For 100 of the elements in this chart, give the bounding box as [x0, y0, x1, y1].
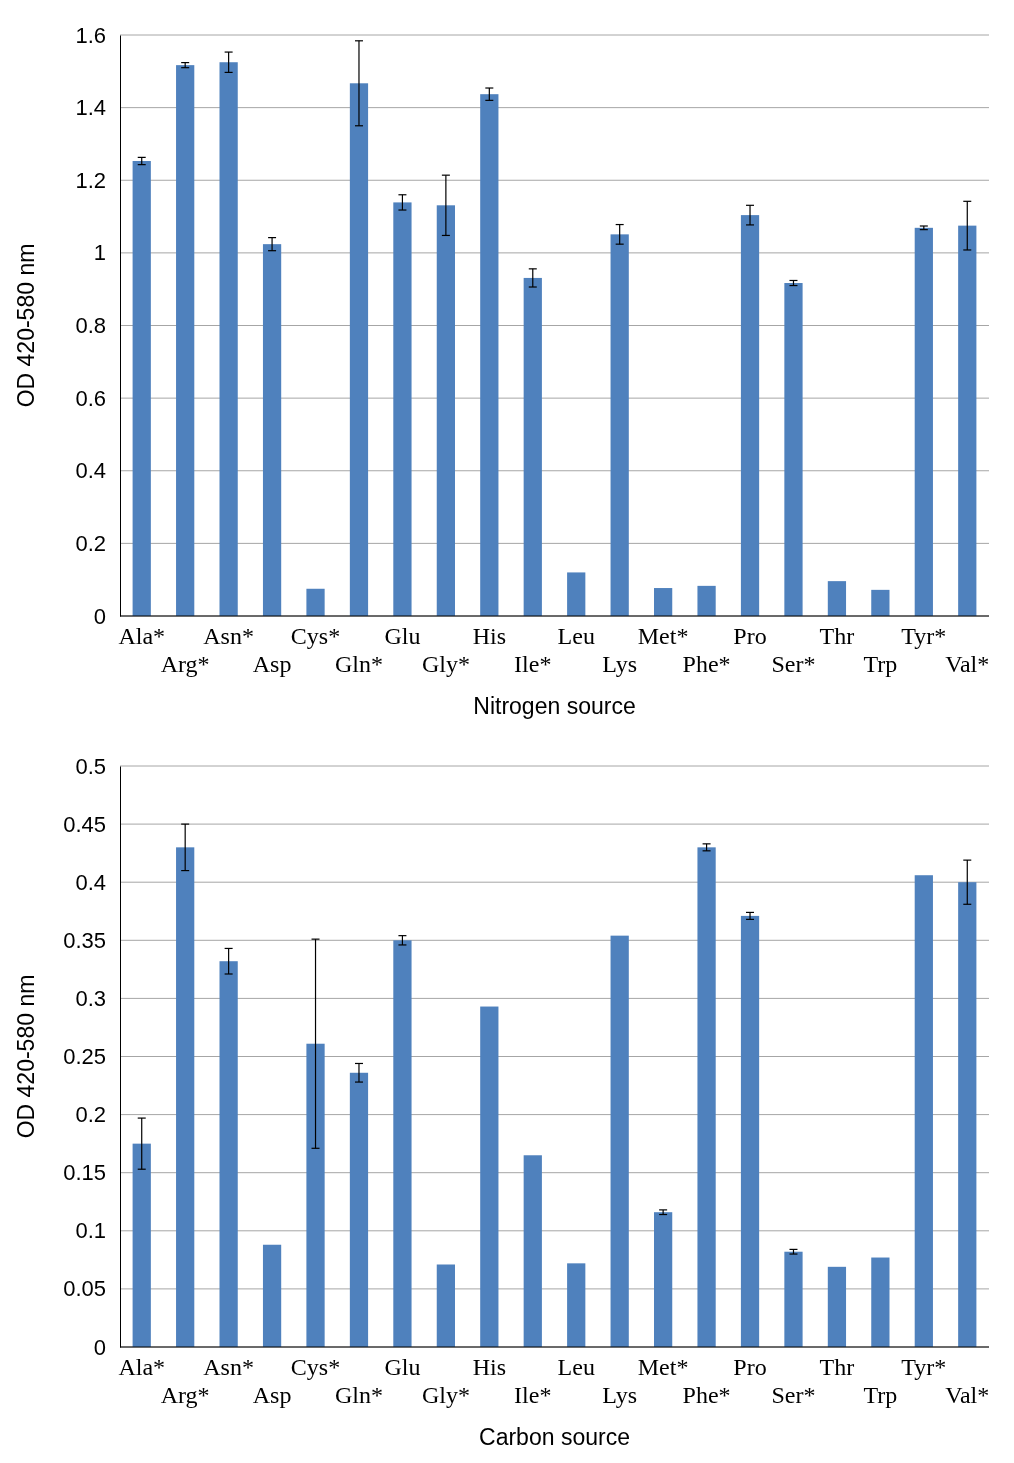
bar: [436, 205, 455, 616]
y-tick-label: 0: [93, 603, 106, 629]
bar: [740, 215, 760, 616]
y-tick-label: 1.6: [75, 22, 106, 48]
x-tick-label: Leu: [557, 623, 595, 649]
x-tick-label: Thr: [819, 623, 855, 649]
x-tick-label: Thr: [819, 1354, 855, 1380]
bar: [176, 847, 195, 1347]
x-tick-label: Cys*: [290, 1354, 341, 1380]
x-tick-label: Glu: [384, 623, 421, 649]
bar: [306, 588, 325, 616]
y-tick-label: 0.6: [75, 385, 106, 411]
x-tick-label: Ile*: [514, 651, 552, 677]
bar: [610, 935, 629, 1347]
bar: [740, 915, 760, 1347]
bar: [654, 588, 673, 616]
y-tick-label: 0.1: [75, 1218, 106, 1244]
x-tick-label: Asn*: [203, 1354, 254, 1380]
x-tick-label: His: [472, 1354, 506, 1380]
bar: [567, 572, 586, 616]
bar: [349, 1072, 369, 1347]
bar: [262, 244, 282, 616]
bar: [349, 83, 369, 616]
x-tick-label: Leu: [557, 1354, 595, 1380]
bar: [610, 234, 629, 616]
x-tick-label: Ile*: [514, 1382, 552, 1408]
y-tick-label: 0.4: [75, 869, 106, 895]
x-tick-label: Gln*: [334, 1382, 383, 1408]
bar: [958, 882, 977, 1347]
x-tick-label: Ser*: [771, 651, 816, 677]
bar: [480, 94, 499, 616]
bar: [393, 202, 412, 616]
x-tick-label: Arg*: [160, 651, 210, 677]
bar: [697, 847, 716, 1347]
x-tick-label: Val*: [945, 651, 990, 677]
y-axis-title: OD 420-580 nm: [13, 243, 39, 408]
x-tick-label: Gly*: [421, 1382, 470, 1408]
x-tick-label: Met*: [637, 623, 689, 649]
y-tick-label: 0: [93, 1334, 106, 1360]
bar: [132, 1143, 151, 1347]
y-tick-label: 1.4: [75, 95, 106, 121]
y-tick-label: 0.8: [75, 313, 106, 339]
y-tick-label: 0.15: [63, 1160, 106, 1186]
x-tick-label: Cys*: [290, 623, 341, 649]
bar: [523, 1155, 542, 1347]
bar: [827, 1266, 847, 1347]
x-tick-label: Phe*: [682, 651, 731, 677]
y-axis-title: OD 420-580 nm: [13, 974, 39, 1139]
bar: [219, 961, 238, 1347]
x-tick-label: His: [472, 623, 506, 649]
x-tick-label: Met*: [637, 1354, 689, 1380]
bar: [914, 875, 933, 1347]
bar: [262, 1244, 282, 1347]
bar: [176, 65, 195, 616]
bar: [784, 1251, 803, 1347]
bar: [784, 283, 803, 616]
x-tick-label: Ala*: [118, 623, 166, 649]
bar: [480, 1006, 499, 1347]
x-axis-title: Carbon source: [479, 1424, 630, 1450]
x-tick-label: Pro: [733, 623, 767, 649]
x-tick-label: Lys: [602, 651, 638, 677]
x-tick-label: Ser*: [771, 1382, 816, 1408]
x-tick-label: Asn*: [203, 623, 254, 649]
bar: [393, 940, 412, 1347]
x-tick-label: Tyr*: [901, 623, 947, 649]
bar: [871, 1257, 890, 1347]
x-tick-label: Asp: [252, 1382, 292, 1408]
y-tick-label: 0.3: [75, 985, 106, 1011]
y-tick-label: 0.4: [75, 458, 106, 484]
x-tick-label: Gln*: [334, 651, 383, 677]
bar: [871, 589, 890, 616]
x-tick-label: Val*: [945, 1382, 990, 1408]
x-tick-label: Pro: [733, 1354, 767, 1380]
bar: [219, 62, 238, 616]
x-tick-label: Asp: [252, 651, 292, 677]
bar: [306, 1043, 325, 1347]
y-tick-label: 0.45: [63, 811, 106, 837]
x-tick-label: Glu: [384, 1354, 421, 1380]
y-tick-label: 0.5: [75, 753, 106, 779]
x-tick-label: Trp: [863, 1382, 898, 1408]
x-tick-label: Gly*: [421, 651, 470, 677]
bar: [958, 225, 977, 616]
bar: [827, 581, 847, 616]
bar: [567, 1263, 586, 1347]
y-tick-label: 1: [93, 240, 106, 266]
bar: [436, 1264, 455, 1347]
bar: [654, 1212, 673, 1347]
bar: [914, 227, 933, 616]
x-tick-label: Ala*: [118, 1354, 166, 1380]
bar: [523, 277, 542, 616]
x-tick-label: Arg*: [160, 1382, 210, 1408]
y-tick-label: 0.35: [63, 927, 106, 953]
x-tick-label: Lys: [602, 1382, 638, 1408]
x-tick-label: Tyr*: [901, 1354, 947, 1380]
y-tick-label: 0.05: [63, 1276, 106, 1302]
bar: [132, 161, 151, 616]
y-tick-label: 1.2: [75, 167, 106, 193]
x-axis-title: Nitrogen source: [473, 693, 636, 719]
y-tick-label: 0.25: [63, 1044, 106, 1070]
y-tick-label: 0.2: [75, 530, 106, 556]
